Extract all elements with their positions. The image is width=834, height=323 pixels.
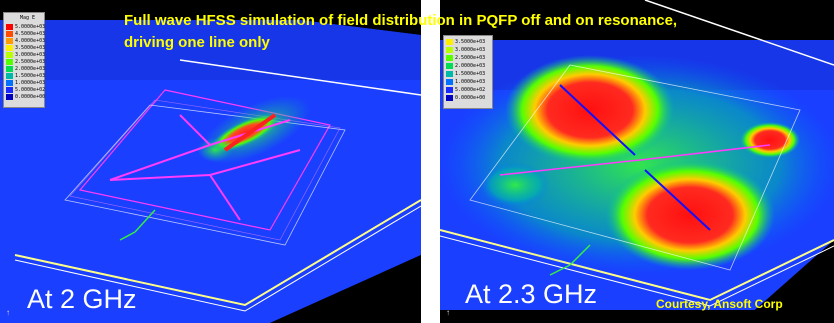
legend-label: 2.0000e+03: [455, 63, 486, 69]
legend-entry: 1.5000e+03: [6, 72, 45, 80]
legend-label: 3.5000e+03: [455, 39, 486, 45]
legend-swatch: [6, 45, 13, 51]
field-plot-2ghz: [0, 20, 421, 323]
frequency-label-2ghz: At 2 GHz: [27, 284, 137, 314]
legend-swatch: [6, 80, 13, 86]
legend-label: 2.5000e+03: [455, 55, 486, 61]
frequency-label-2-3ghz: At 2.3 GHz: [465, 279, 598, 309]
title-line-2: driving one line only: [124, 34, 270, 51]
legend-swatch: [446, 39, 453, 45]
legend-swatch: [6, 94, 13, 100]
title-line-1: Full wave HFSS simulation of field distr…: [124, 12, 678, 29]
legend-label: 2.0000e+03: [15, 66, 46, 72]
legend-swatch: [446, 87, 453, 93]
legend-label: 0.0000e+00: [15, 94, 46, 100]
legend-entry: 2.5000e+03: [446, 54, 485, 62]
package-body: [469, 64, 801, 271]
field-hotspot-lower: [605, 160, 775, 270]
legend-entry: 3.0000e+03: [6, 51, 45, 59]
slide-title: Full wave HFSS simulation of field distr…: [124, 10, 824, 54]
field-plot-2-3ghz: [440, 0, 834, 323]
legend-entry: 2.0000e+03: [446, 62, 485, 70]
legend-label: 4.5000e+03: [15, 31, 46, 37]
legend-label: 4.0000e+03: [15, 38, 46, 44]
legend-swatch: [446, 95, 453, 101]
legend-entry: 3.5000e+03: [6, 44, 45, 52]
package-outline: [644, 0, 834, 66]
legend-entry: 2.0000e+03: [6, 65, 45, 73]
legend-swatch: [6, 24, 13, 30]
field-hotspot-upper: [505, 55, 675, 165]
legend-label: 5.0000e+02: [455, 87, 486, 93]
legend-entry: 1.0000e+03: [6, 79, 45, 87]
simulation-panel-2-3ghz: 3.5000e+03 3.0000e+03 2.5000e+03 2.0000e…: [440, 0, 834, 323]
legend-entry: 0.0000e+00: [446, 94, 485, 102]
package-outline: [179, 59, 421, 96]
legend-entry: 3.0000e+03: [446, 46, 485, 54]
legend-entry: 3.5000e+03: [446, 38, 485, 46]
legend-label: 1.0000e+03: [455, 79, 486, 85]
legend-label: 1.0000e+03: [15, 80, 46, 86]
legend-entry: 2.5000e+03: [6, 58, 45, 66]
legend-entry: 5.0000e+02: [6, 86, 45, 94]
legend-swatch: [6, 73, 13, 79]
legend-entry: 4.5000e+03: [6, 30, 45, 38]
legend-swatch: [6, 38, 13, 44]
legend-label: 3.0000e+03: [15, 52, 46, 58]
legend-swatch: [446, 47, 453, 53]
legend-label: 2.5000e+03: [15, 59, 46, 65]
legend-swatch: [6, 52, 13, 58]
legend-label: 5.0000e+02: [15, 87, 46, 93]
simulation-panel-2ghz: Mag E 5.0000e+03 4.5000e+03 4.0000e+03 3…: [0, 0, 421, 323]
axis-indicator: ↑: [446, 308, 450, 317]
legend-label: 1.5000e+03: [15, 73, 46, 79]
legend-swatch: [6, 87, 13, 93]
legend-label: 3.0000e+03: [455, 47, 486, 53]
ground-edge: [14, 199, 421, 307]
legend-label: 5.0000e+03: [15, 24, 46, 30]
legend-swatch: [6, 59, 13, 65]
legend-label: 3.5000e+03: [15, 45, 46, 51]
substrate-plane: [0, 20, 421, 323]
legend-header: Mag E: [20, 15, 36, 21]
legend-entry: 5.0000e+02: [446, 86, 485, 94]
legend-swatch: [446, 63, 453, 69]
legend-swatch: [6, 31, 13, 37]
axis-indicator: ↑: [6, 308, 10, 317]
field-legend-2-3ghz: 3.5000e+03 3.0000e+03 2.5000e+03 2.0000e…: [443, 35, 493, 109]
legend-label: 1.5000e+03: [455, 71, 486, 77]
legend-swatch: [446, 55, 453, 61]
legend-label: 0.0000e+00: [455, 95, 486, 101]
legend-entry: 1.0000e+03: [446, 78, 485, 86]
lead-traces: [109, 114, 301, 221]
field-legend-2ghz: Mag E 5.0000e+03 4.5000e+03 4.0000e+03 3…: [3, 12, 45, 108]
lead-traces: [499, 144, 771, 176]
legend-entry: 1.5000e+03: [446, 70, 485, 78]
legend-entry: 5.0000e+03: [6, 23, 45, 31]
legend-swatch: [446, 71, 453, 77]
legend-entry: 4.0000e+03: [6, 37, 45, 45]
legend-swatch: [6, 66, 13, 72]
courtesy-credit: Courtesy, Ansoft Corp: [656, 297, 783, 311]
legend-entry: 0.0000e+00: [6, 93, 45, 101]
legend-swatch: [446, 79, 453, 85]
